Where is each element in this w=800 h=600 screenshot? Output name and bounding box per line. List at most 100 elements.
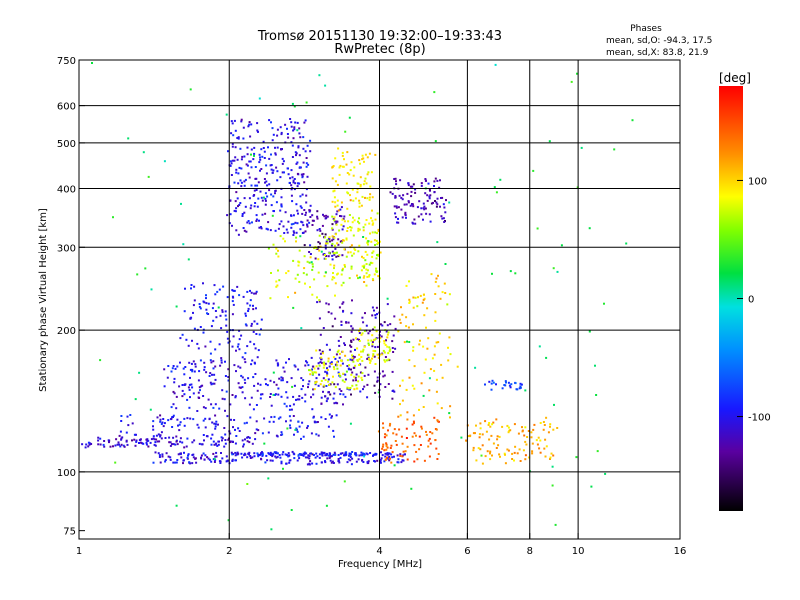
- echo-point: [364, 366, 367, 369]
- echo-point: [241, 391, 244, 394]
- echo-point: [351, 221, 354, 224]
- echo-point: [87, 445, 90, 448]
- echo-point: [420, 425, 423, 428]
- echo-point: [172, 390, 175, 393]
- echo-point: [244, 397, 247, 400]
- echo-point: [311, 408, 314, 411]
- echo-point: [218, 460, 221, 463]
- echo-point: [135, 439, 138, 442]
- echo-point: [435, 390, 438, 393]
- echo-point: [81, 443, 84, 446]
- echo-point: [380, 451, 382, 454]
- echo-point: [294, 428, 297, 431]
- echo-point: [265, 164, 268, 167]
- echo-point: [241, 356, 244, 359]
- echo-point: [507, 431, 510, 434]
- echo-point: [191, 368, 194, 371]
- echo-point: [339, 456, 342, 459]
- echo-point: [238, 166, 241, 169]
- echo-point: [234, 210, 237, 213]
- echo-point: [244, 438, 246, 441]
- echo-point: [387, 358, 390, 361]
- echo-point: [371, 231, 374, 234]
- echo-point: [271, 127, 274, 130]
- echo-point: [329, 453, 332, 456]
- echo-point: [259, 158, 262, 161]
- echo-point: [278, 279, 281, 282]
- echo-point: [422, 202, 425, 205]
- echo-point: [430, 202, 433, 205]
- echo-point: [327, 303, 330, 306]
- echo-point: [308, 380, 311, 383]
- echo-point: [283, 370, 286, 373]
- echo-point: [447, 359, 450, 362]
- echo-point: [552, 267, 555, 270]
- echo-point: [403, 341, 406, 344]
- echo-point: [405, 216, 407, 219]
- echo-point: [226, 296, 229, 299]
- echo-point: [224, 439, 227, 441]
- echo-point: [375, 306, 378, 309]
- echo-point: [283, 232, 286, 234]
- echo-point: [365, 268, 368, 271]
- echo-point: [237, 343, 240, 346]
- echo-point: [294, 182, 297, 185]
- echo-point: [239, 202, 242, 204]
- echo-point: [383, 342, 386, 345]
- echo-point: [171, 426, 174, 428]
- echo-point: [336, 402, 339, 405]
- echo-point: [271, 214, 274, 217]
- echo-point: [116, 443, 119, 446]
- echo-point: [400, 461, 403, 464]
- echo-point: [257, 349, 260, 352]
- echo-point: [225, 455, 228, 458]
- echo-point: [172, 436, 175, 439]
- echo-point: [296, 398, 299, 401]
- echo-point: [358, 228, 361, 231]
- echo-point: [179, 337, 182, 340]
- echo-point: [281, 377, 284, 380]
- echo-point: [379, 383, 382, 386]
- echo-point: [270, 193, 273, 196]
- echo-point: [224, 433, 227, 436]
- echo-point: [413, 218, 416, 221]
- echo-point: [329, 383, 332, 386]
- echo-point: [318, 364, 321, 367]
- echo-point: [302, 454, 305, 457]
- echo-point: [357, 220, 359, 223]
- echo-point: [330, 244, 333, 247]
- echo-point: [408, 280, 410, 283]
- echo-point: [374, 391, 377, 394]
- echo-point: [424, 179, 427, 182]
- echo-point: [138, 442, 140, 444]
- echo-point: [524, 426, 527, 429]
- echo-point: [221, 397, 224, 400]
- echo-point: [253, 189, 256, 192]
- echo-point: [399, 321, 402, 324]
- echo-point: [163, 422, 166, 425]
- echo-point: [311, 219, 314, 222]
- echo-point: [388, 350, 391, 353]
- echo-point: [300, 206, 303, 209]
- echo-point: [362, 183, 365, 186]
- echo-point: [399, 403, 401, 406]
- echo-point: [229, 213, 232, 216]
- echo-point: [332, 462, 335, 464]
- echo-point: [265, 383, 267, 386]
- echo-point: [436, 179, 439, 182]
- echo-point: [202, 419, 205, 422]
- echo-point: [299, 205, 302, 208]
- echo-point: [314, 382, 317, 385]
- echo-point: [274, 146, 276, 149]
- echo-point: [336, 204, 339, 207]
- echo-point: [346, 191, 349, 194]
- echo-point: [254, 292, 257, 295]
- phases-title: Phases: [630, 24, 662, 34]
- echo-point: [373, 273, 376, 276]
- echo-point: [379, 337, 382, 340]
- echo-point: [536, 227, 539, 230]
- echo-point: [305, 452, 308, 455]
- echo-point: [99, 443, 102, 446]
- echo-point: [286, 427, 289, 430]
- x-tick-label: 8: [527, 546, 533, 557]
